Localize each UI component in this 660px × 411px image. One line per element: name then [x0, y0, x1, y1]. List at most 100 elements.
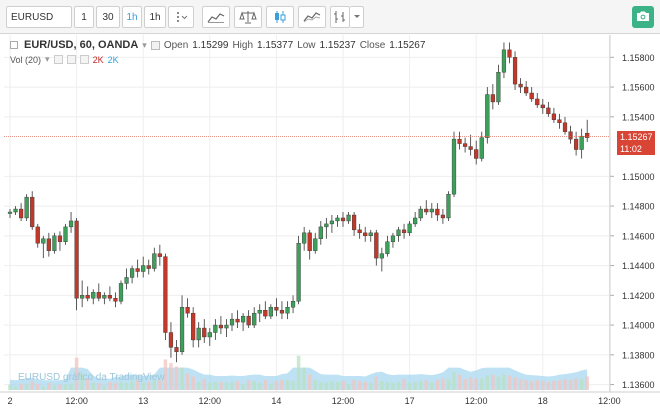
volume-bar	[579, 379, 584, 390]
drawing-tools-button[interactable]	[330, 6, 350, 28]
y-tick-label: 1.15800	[622, 53, 655, 63]
low-value: 1.15237	[319, 39, 356, 51]
volume-bar	[319, 381, 323, 390]
volume-bar	[202, 379, 207, 390]
candle-down	[512, 57, 518, 85]
y-tick-label: 1.15400	[622, 112, 655, 122]
candlestick-chart[interactable]: 1.15800 1.15600 1.15400 1.15000 1.14800 1.146…	[0, 35, 660, 411]
y-tick-label: 1.13600	[622, 380, 655, 390]
volume-bar	[252, 381, 256, 390]
candle-up	[324, 223, 329, 228]
compare-button[interactable]	[234, 6, 262, 28]
volume-bar	[63, 384, 68, 390]
volume-bar	[568, 380, 573, 390]
more-intervals-button[interactable]	[168, 6, 194, 28]
candle-up	[13, 208, 18, 213]
candle-up	[446, 193, 451, 219]
interval-1h-button[interactable]: 1h	[144, 6, 166, 28]
candle-down	[557, 119, 562, 123]
volume-bar	[230, 381, 234, 390]
volume-bar	[452, 372, 456, 390]
candle-up	[329, 220, 334, 225]
volume-bar	[213, 381, 218, 390]
volume-bar	[574, 378, 578, 390]
x-tick-label: 17	[405, 396, 415, 406]
candle-up	[501, 49, 507, 73]
volume-bar	[135, 380, 140, 390]
candle-down	[340, 217, 346, 222]
volume-bar	[335, 381, 340, 390]
candle-down	[185, 307, 190, 314]
candle-up	[80, 295, 85, 299]
close-label: Close	[359, 39, 386, 51]
volume-bar	[430, 382, 434, 390]
snapshot-button[interactable]	[632, 6, 654, 28]
volume-bar	[368, 382, 373, 390]
chevron-down-icon[interactable]: ▾	[142, 39, 147, 50]
interval-label: 1h	[149, 11, 161, 23]
volume-bar	[208, 382, 212, 390]
candle-down	[546, 107, 551, 115]
candle-down	[168, 332, 174, 348]
chart-area[interactable]: 1.15800 1.15600 1.15400 1.15000 1.14800 1.146…	[0, 35, 660, 411]
interval-30-button[interactable]: 30	[96, 6, 120, 28]
low-label: Low	[297, 39, 316, 51]
interval-1-button[interactable]: 1	[74, 6, 94, 28]
candle-up	[196, 327, 201, 341]
volume-bar	[124, 382, 129, 390]
volume-bar	[246, 380, 251, 390]
high-value: 1.15377	[257, 39, 294, 51]
volume-bar	[468, 377, 473, 390]
symbol-search-button[interactable]: EURUSD	[6, 6, 72, 28]
volume-bar	[102, 385, 107, 390]
close-value: 1.15267	[389, 39, 426, 51]
candle-down	[307, 232, 312, 251]
candle-down	[374, 232, 379, 259]
volume-bar	[524, 380, 528, 390]
candle-up	[296, 243, 301, 302]
volume-label: Vol (20)	[10, 54, 42, 65]
settings-box-icon[interactable]	[66, 55, 76, 64]
drawing-dropdown-button[interactable]	[350, 6, 364, 28]
y-tick-label: 1.14400	[622, 261, 655, 271]
settings-box-icon[interactable]	[150, 40, 160, 50]
volume-bar	[224, 382, 229, 390]
candle-down	[474, 149, 479, 159]
camera-icon	[636, 10, 650, 25]
volume-bar	[585, 376, 589, 390]
candle-up	[485, 94, 490, 138]
open-label: Open	[163, 39, 189, 51]
candle-down	[218, 324, 223, 329]
volume-up-value: 2K	[107, 54, 119, 65]
volume-bar	[163, 359, 168, 390]
candle-up	[229, 318, 235, 326]
volume-bar	[541, 381, 545, 390]
volume-bar	[441, 378, 445, 390]
volume-bar	[496, 376, 501, 390]
remove-box-icon[interactable]	[79, 55, 89, 64]
candle-up	[63, 226, 68, 242]
collapse-legend-icon[interactable]	[10, 41, 18, 49]
candle-down	[518, 83, 523, 88]
volume-bar	[280, 380, 284, 390]
last-price-tag: 1.15267	[617, 130, 655, 143]
chevron-down-icon[interactable]: ▾	[45, 54, 50, 64]
visibility-box-icon[interactable]	[53, 55, 63, 64]
volume-bar	[563, 379, 567, 390]
candle-down	[585, 132, 590, 138]
interval-label: 1h	[126, 11, 138, 23]
volume-bar	[30, 381, 34, 390]
volume-bar	[24, 383, 29, 390]
series-legend: EUR/USD, 60, OANDA ▾ Open 1.15299 High 1…	[10, 39, 425, 51]
candle-down	[401, 229, 407, 234]
volume-bar	[97, 382, 101, 390]
volume-bar	[274, 381, 279, 390]
indicators-button[interactable]	[202, 6, 230, 28]
interval-1h-button-active[interactable]: 1h	[122, 6, 142, 28]
volume-bar	[535, 380, 540, 390]
high-label: High	[232, 39, 254, 51]
area-chart-button[interactable]	[298, 6, 326, 28]
candle-up	[179, 307, 185, 353]
chart-style-button[interactable]	[266, 6, 294, 28]
volume-bar	[285, 380, 290, 390]
